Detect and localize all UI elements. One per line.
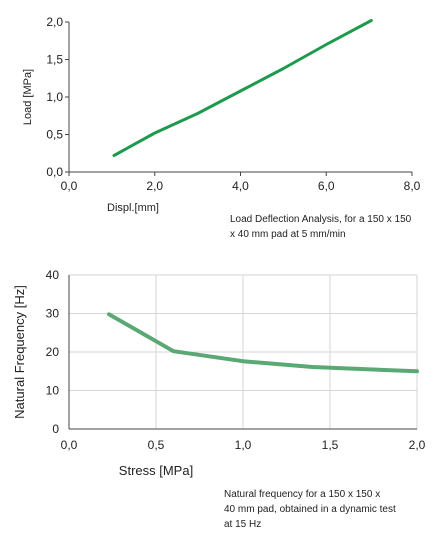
chart1-y-tick-label: 1,0: [46, 90, 63, 104]
chart2-y-tick-label: 10: [46, 384, 60, 398]
chart1-caption-line-2: x 40 mm pad at 5 mm/min: [230, 229, 346, 240]
chart2-caption-line-3: at 15 Hz: [224, 519, 262, 530]
chart2-caption-line-2: 40 mm pad, obtained in a dynamic test: [224, 504, 396, 515]
chart1-x-tick-label: 8,0: [404, 179, 421, 193]
chart2-y-tick-label: 0: [52, 422, 59, 436]
load-deflection-chart: 0,0 2,0 4,0 6,0 8,0 0,0 0,5 1,0 1,5 2,0 Displ.[mm]…: [22, 15, 421, 214]
chart1-series-line: [112, 19, 373, 157]
chart2-caption: Natural frequency for a 150 x 150 x 40 m…: [224, 487, 396, 532]
chart2-caption-line-1: Natural frequency for a 150 x 150 x: [224, 489, 381, 500]
chart1-y-axis-label: Load [MPa]: [22, 69, 34, 125]
chart2-x-tick-label: 0,0: [61, 438, 78, 452]
chart1-x-tick-label: 0,0: [61, 179, 78, 193]
chart1-y-tick-label: 0,5: [46, 128, 63, 142]
chart1-x-axis-label: Displ.[mm]: [107, 202, 159, 214]
chart1-x-tick-label: 2,0: [146, 179, 163, 193]
chart2-x-tick-label: 1,5: [322, 438, 339, 452]
chart2-series-line: [107, 312, 419, 374]
chart1-y-tick-label: 0,0: [46, 165, 63, 179]
chart1-y-tick-label: 2,0: [46, 15, 63, 29]
chart2-y-tick-label: 30: [46, 307, 60, 321]
chart1-x-tick-label: 6,0: [318, 179, 335, 193]
chart2-x-axis-label: Stress [MPa]: [119, 463, 193, 478]
chart1-y-tick-label: 1,5: [46, 53, 63, 67]
chart2-x-tick-label: 0,5: [148, 438, 165, 452]
chart2-x-tick-label: 1,0: [235, 438, 252, 452]
natural-frequency-chart: 0,0 0,5 1,0 1,5 2,0 0 10 20 30 40 Stress [MPa] Natu…: [12, 268, 426, 478]
chart2-x-tick-label: 2,0: [409, 438, 426, 452]
chart1-caption: Load Deflection Analysis, for a 150 x 15…: [230, 212, 411, 242]
chart1-caption-line-1: Load Deflection Analysis, for a 150 x 15…: [230, 214, 412, 225]
chart2-y-tick-label: 20: [46, 345, 60, 359]
chart2-y-axis-label: Natural Frequency [Hz]: [12, 285, 27, 419]
chart1-x-tick-label: 4,0: [232, 179, 249, 193]
chart2-y-tick-label: 40: [46, 268, 60, 282]
